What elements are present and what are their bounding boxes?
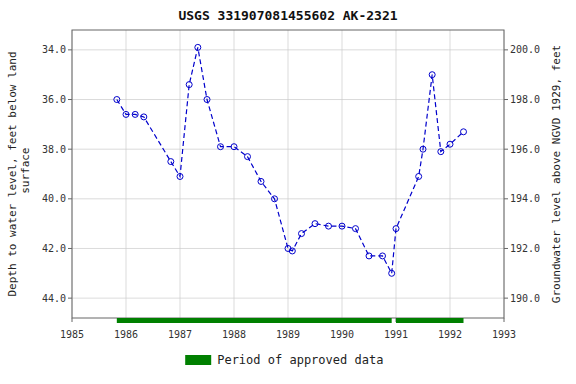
chart: 1985 1986 1987 1988 1989 1990 1991 1992 1993 34.0… xyxy=(0,0,576,384)
series-marker xyxy=(299,231,305,237)
y2-tick-label: 198.0 xyxy=(510,94,540,105)
series-marker xyxy=(141,114,147,120)
series-line xyxy=(117,47,464,273)
y-tick-label: 42.0 xyxy=(42,243,66,254)
series-marker xyxy=(272,196,278,202)
series-marker xyxy=(389,270,395,276)
y-tick-label: 34.0 xyxy=(42,44,66,55)
series-marker xyxy=(132,111,138,117)
period-bar xyxy=(117,318,392,323)
x-tick-label: 1988 xyxy=(222,329,246,340)
series-marker xyxy=(416,173,422,179)
grid-line xyxy=(72,248,504,249)
grid-line xyxy=(234,30,235,318)
y-tick xyxy=(68,99,72,100)
plot-area xyxy=(114,44,467,276)
y-tick xyxy=(68,198,72,199)
legend: Period of approved data xyxy=(185,353,383,367)
y2-axis-label: Groundwater level above NGVD 1929, feet xyxy=(550,45,563,303)
series-marker xyxy=(393,226,399,232)
legend-swatch xyxy=(185,355,211,365)
x-tick-label: 1985 xyxy=(60,329,84,340)
x-tick xyxy=(504,318,505,322)
y-tick-label: 44.0 xyxy=(42,293,66,304)
x-tick-label: 1993 xyxy=(492,329,516,340)
y2-tick xyxy=(504,298,508,299)
y2-tick xyxy=(504,248,508,249)
x-tick xyxy=(72,318,73,322)
background xyxy=(0,0,576,384)
y-tick xyxy=(68,298,72,299)
y2-tick-label: 190.0 xyxy=(510,293,540,304)
grid xyxy=(72,30,504,318)
y2-tick-label: 196.0 xyxy=(510,144,540,155)
series-marker xyxy=(380,253,386,259)
x-tick-label: 1989 xyxy=(276,329,300,340)
x-tick-label: 1991 xyxy=(384,329,408,340)
y-tick xyxy=(68,49,72,50)
series-marker xyxy=(429,72,435,78)
y-tick-label: 40.0 xyxy=(42,193,66,204)
period-bar xyxy=(396,318,464,323)
plot-frame xyxy=(72,30,504,318)
series-marker xyxy=(353,226,359,232)
series-marker xyxy=(218,144,224,150)
y-tick-label: 36.0 xyxy=(42,94,66,105)
series-marker xyxy=(231,144,237,150)
series-marker xyxy=(289,248,295,254)
y-axis-label-line: surface xyxy=(19,148,32,201)
grid-line xyxy=(396,30,397,318)
y-axis-label: Depth to water level, feet below land su… xyxy=(6,51,32,296)
series-marker xyxy=(438,149,444,155)
series-marker xyxy=(326,223,332,229)
y2-tick-label: 192.0 xyxy=(510,243,540,254)
y-tick xyxy=(68,248,72,249)
x-tick-label: 1986 xyxy=(114,329,138,340)
periods xyxy=(117,318,464,323)
series-marker xyxy=(186,82,192,88)
grid-line xyxy=(288,30,289,318)
y2-tick-label: 200.0 xyxy=(510,44,540,55)
grid-line xyxy=(72,298,504,299)
legend-label: Period of approved data xyxy=(217,353,383,367)
grid-line xyxy=(72,99,504,100)
series-marker xyxy=(447,141,453,147)
grid-line xyxy=(342,30,343,318)
series-marker xyxy=(339,223,345,229)
series-marker xyxy=(123,111,129,117)
series-marker xyxy=(168,159,174,165)
grid-line xyxy=(126,30,127,318)
y-tick-label: 38.0 xyxy=(42,144,66,155)
y2-tick xyxy=(504,49,508,50)
series-marker xyxy=(258,178,264,184)
y2-tick-label: 194.0 xyxy=(510,193,540,204)
x-tick-label: 1992 xyxy=(438,329,462,340)
y-tick xyxy=(68,149,72,150)
grid-line xyxy=(450,30,451,318)
series-marker xyxy=(177,173,183,179)
series-marker xyxy=(195,44,201,50)
series-marker xyxy=(204,97,210,103)
grid-line xyxy=(72,49,504,50)
y-axis-label-line: Depth to water level, feet below land xyxy=(6,51,19,296)
series-marker xyxy=(245,154,251,160)
y2-tick xyxy=(504,149,508,150)
x-tick-label: 1987 xyxy=(168,329,192,340)
y2-tick xyxy=(504,198,508,199)
series-marker xyxy=(420,146,426,152)
grid-line xyxy=(72,198,504,199)
series-marker xyxy=(312,221,318,227)
x-tick-label: 1990 xyxy=(330,329,354,340)
series-marker xyxy=(366,253,372,259)
series-marker xyxy=(461,129,467,135)
title: USGS 331907081455602 AK-2321 xyxy=(178,8,397,23)
y2-tick xyxy=(504,99,508,100)
axes: 1985 1986 1987 1988 1989 1990 1991 1992 1993 34.0… xyxy=(42,44,540,340)
series-marker xyxy=(114,97,120,103)
